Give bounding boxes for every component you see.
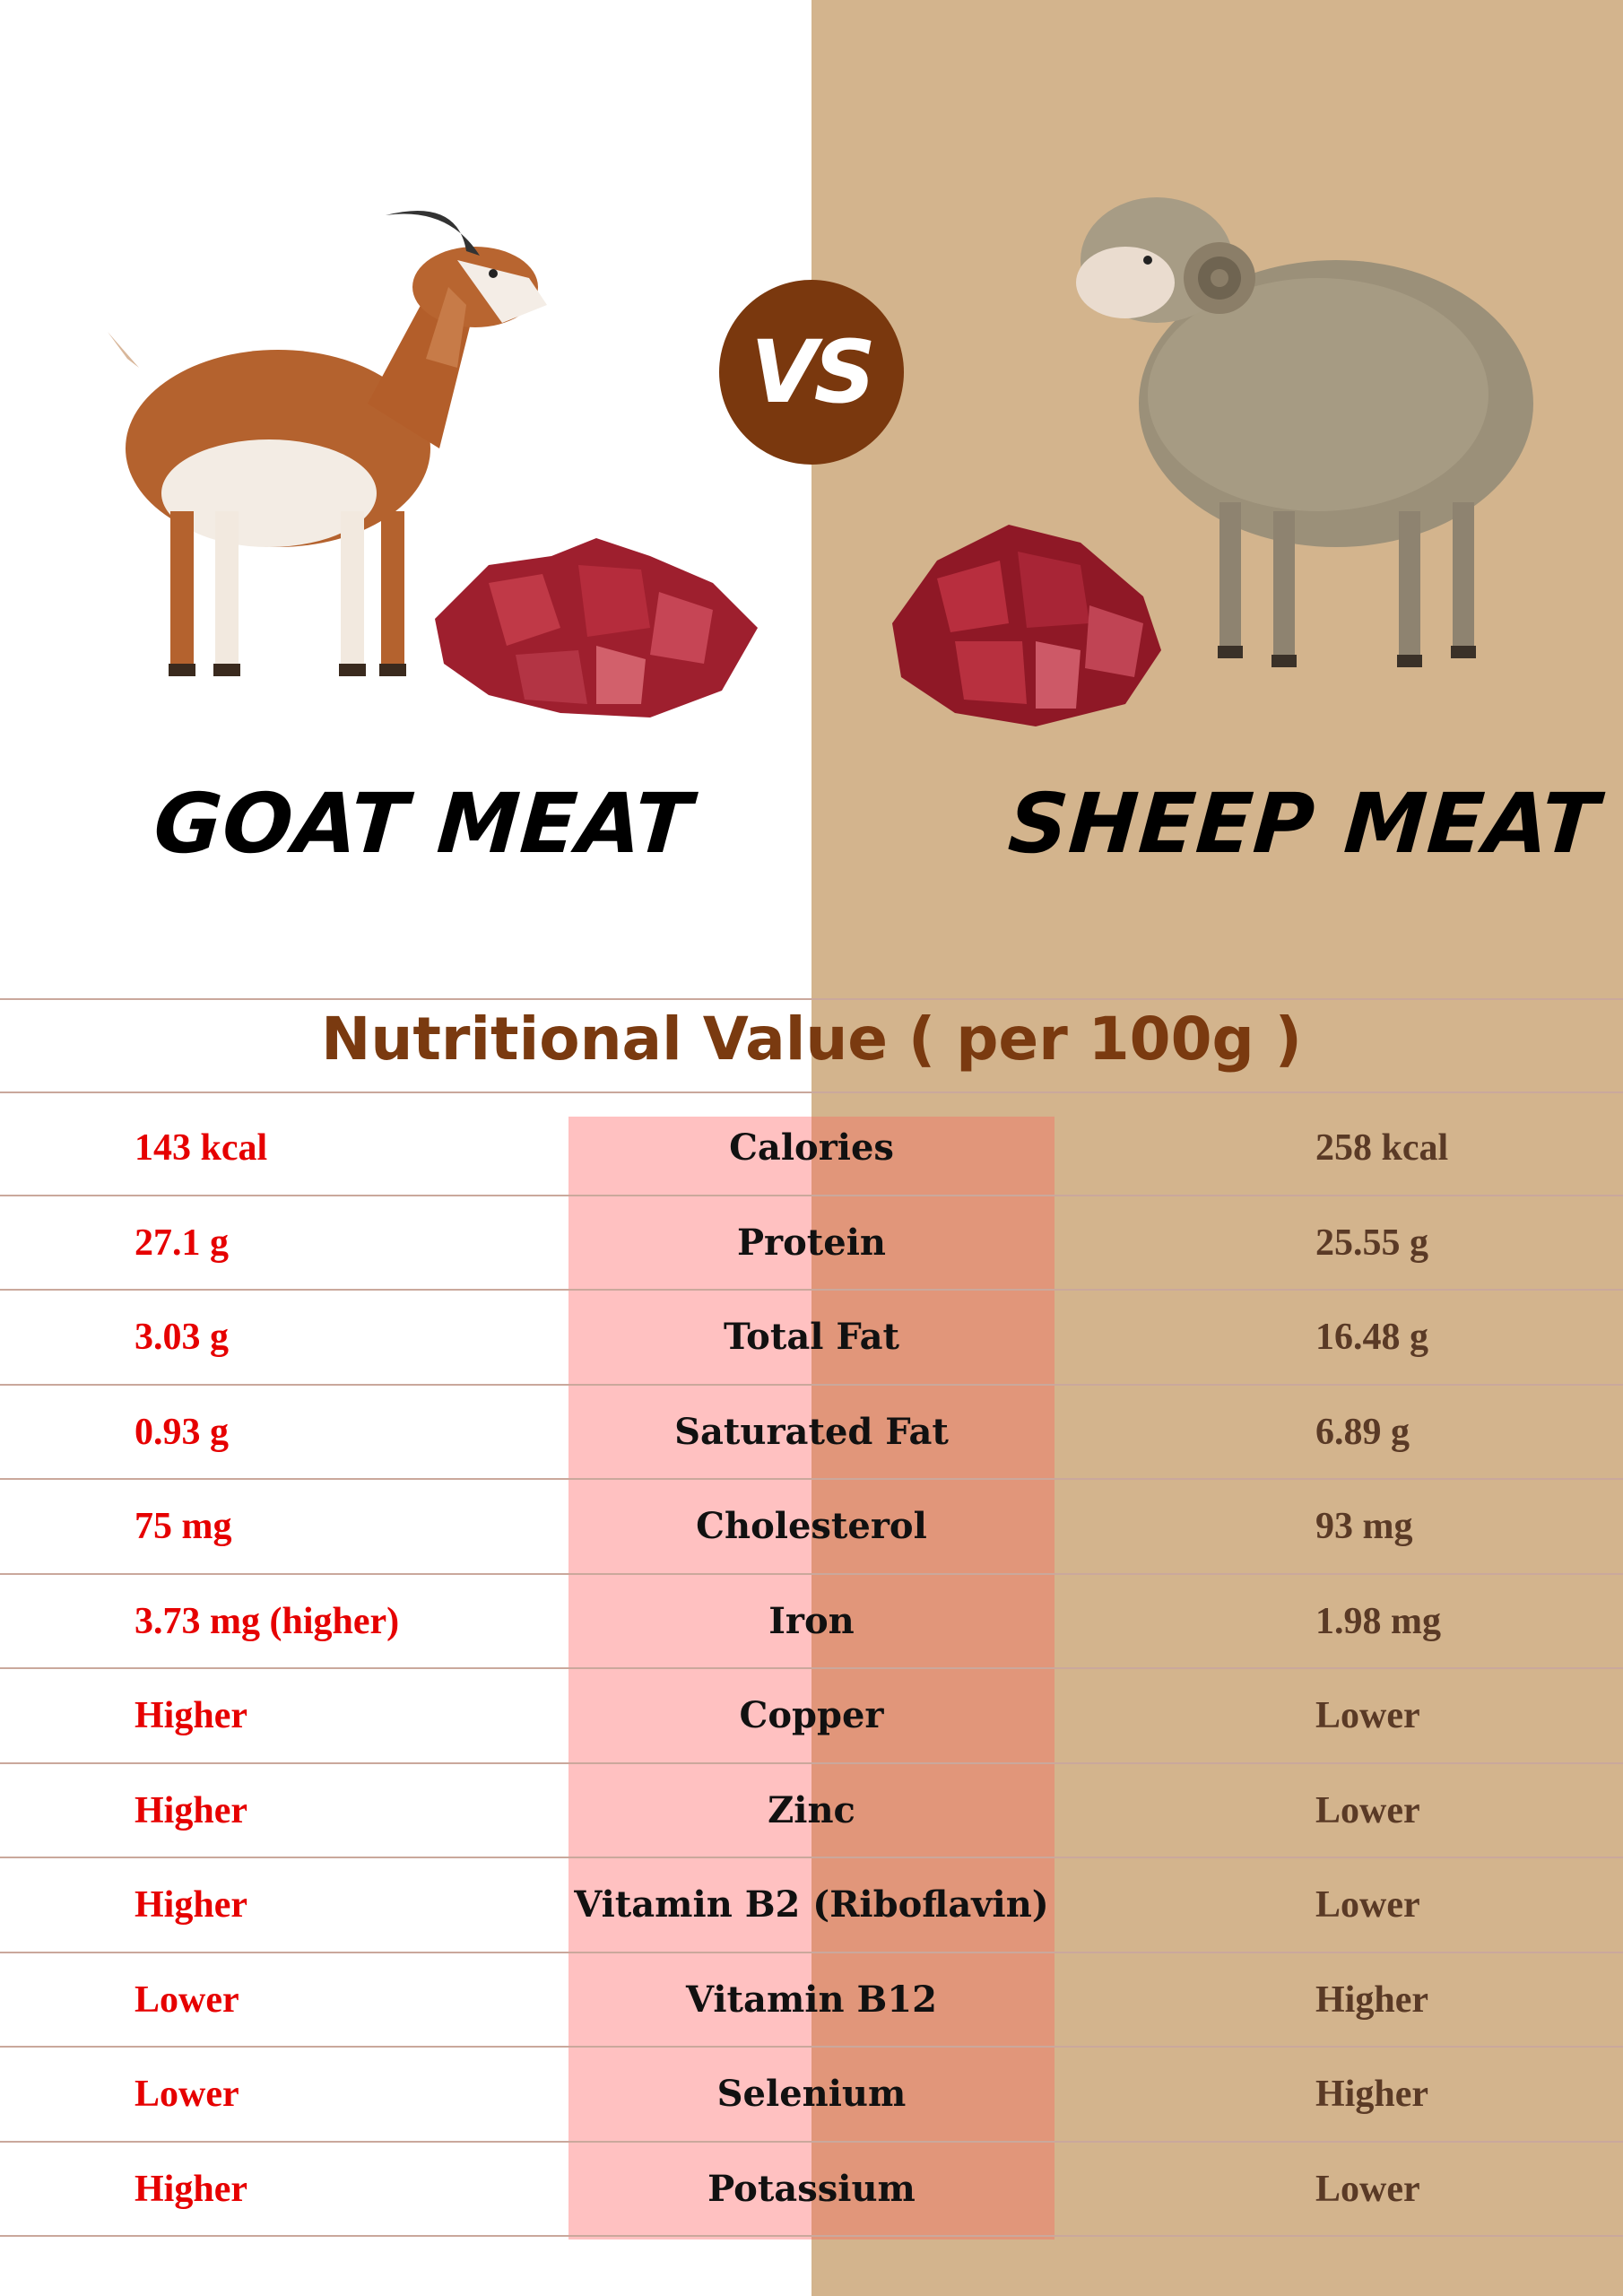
sheep-value: Higher [1315,2074,1428,2115]
goat-value: Higher [135,1695,247,1736]
nutrient-label: Vitamin B12 [686,1978,937,2021]
table-row: 3.03 g Total Fat 16.48 g [0,1291,1623,1384]
table-row: Higher Zinc Lower [0,1764,1623,1857]
table-rule [0,1194,1623,1196]
goat-value: 143 kcal [135,1127,268,1169]
nutrient-label: Copper [739,1694,884,1736]
goat-illustration [108,211,547,676]
table-rule [0,1761,1623,1764]
left-title: GOAT MEAT [151,776,696,872]
table-row: 143 kcal Calories 258 kcal [0,1101,1623,1195]
sheep-value: 258 kcal [1315,1127,1449,1169]
nutrient-column-highlight-right [812,1117,1055,2239]
nutrient-label: Protein [736,1221,887,1264]
sheep-value: Lower [1315,1789,1420,1831]
table-row: 27.1 g Protein 25.55 g [0,1196,1623,1290]
nutrient-label: Saturated Fat [674,1410,949,1453]
table-rule [0,2235,1623,2237]
goat-meat-illustration [435,538,758,718]
sheep-value: 16.48 g [1315,1317,1428,1358]
nutrient-label: Iron [768,1599,855,1642]
nutrient-label: Total Fat [724,1316,899,1358]
table-row: Lower Vitamin B12 Higher [0,1953,1623,2047]
table-rule [0,1951,1623,1953]
nutrient-label: Cholesterol [696,1505,927,1547]
table-rule [0,1857,1623,1858]
vs-badge: VS [719,280,904,465]
table-rule [0,2140,1623,2143]
goat-value: 75 mg [135,1506,232,1547]
goat-value: 27.1 g [135,1222,229,1264]
table-row: Higher Copper Lower [0,1669,1623,1762]
table-rule [0,1091,1623,1093]
goat-value: Higher [135,1789,247,1831]
table-rule [0,1478,1623,1480]
vs-label: VS [751,322,875,422]
sheep-illustration [1076,197,1533,667]
goat-value: Lower [135,2074,239,2115]
goat-value: 3.73 mg (higher) [135,1600,400,1642]
sheep-value: Lower [1315,1695,1420,1736]
table-rule [0,1383,1623,1386]
goat-value: Higher [135,2168,247,2210]
sheep-value: Lower [1315,1884,1420,1926]
goat-value: Lower [135,1979,239,2021]
sheep-value: 25.55 g [1315,1222,1428,1264]
sheep-value: Higher [1315,1979,1428,2021]
table-row: 75 mg Cholesterol 93 mg [0,1480,1623,1573]
table-rule [0,2046,1623,2048]
table-rule [0,998,1623,1000]
table-row: Lower Selenium Higher [0,2048,1623,2141]
table-rule [0,1289,1623,1291]
sheep-meat-illustration [892,525,1161,726]
table-rule [0,1572,1623,1575]
goat-value: 0.93 g [135,1411,229,1453]
table-row: 3.73 mg (higher) Iron 1.98 mg [0,1575,1623,1668]
nutrient-label: Selenium [716,2073,907,2115]
right-title: SHEEP MEAT [1005,776,1602,872]
nutrient-label: Calories [729,1126,894,1169]
nutrient-label: Potassium [707,2167,916,2210]
goat-value: 3.03 g [135,1317,229,1358]
nutrient-column-highlight-left [568,1117,812,2239]
table-row: Higher Potassium Lower [0,2143,1623,2236]
table-row: Higher Vitamin B2 (Riboflavin) Lower [0,1858,1623,1952]
sheep-value: 6.89 g [1315,1411,1410,1453]
nutrient-label: Zinc [768,1788,855,1831]
nutrient-label: Vitamin B2 (Riboflavin) [574,1883,1049,1926]
table-rule [0,1667,1623,1669]
sheep-value: 1.98 mg [1315,1600,1441,1642]
section-title: Nutritional Value ( per 100g ) [321,1004,1302,1074]
goat-value: Higher [135,1884,247,1926]
sheep-value: Lower [1315,2168,1420,2210]
table-row: 0.93 g Saturated Fat 6.89 g [0,1386,1623,1479]
sheep-value: 93 mg [1315,1506,1413,1547]
